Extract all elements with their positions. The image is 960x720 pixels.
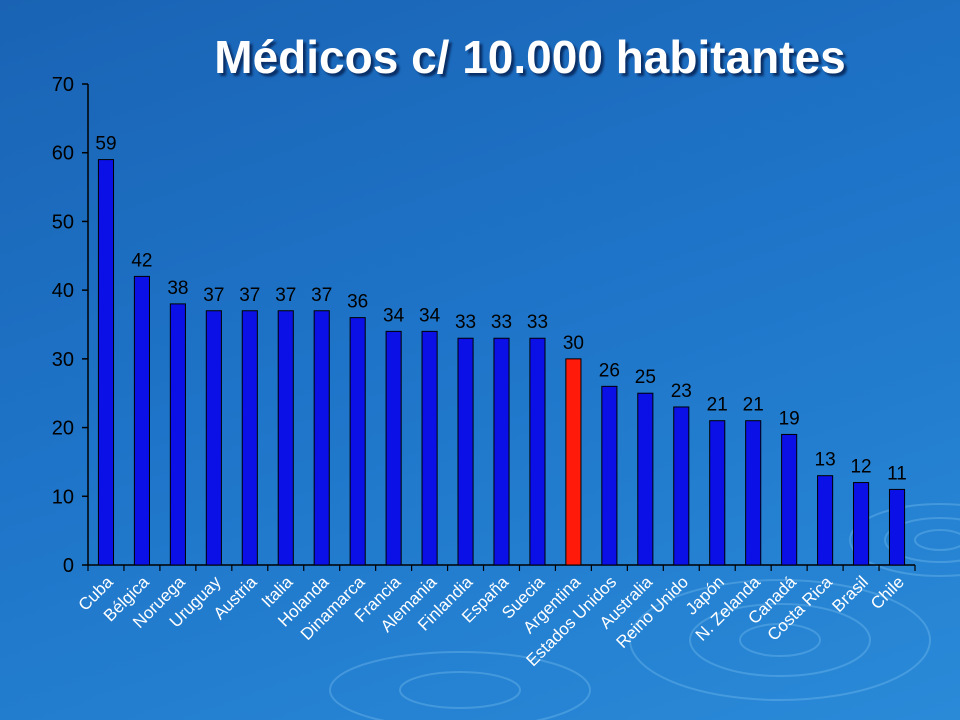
bar <box>888 488 906 566</box>
bar <box>277 310 294 566</box>
data-label: 26 <box>599 360 620 381</box>
data-label: 34 <box>419 305 441 326</box>
bar <box>205 310 222 566</box>
data-label: 36 <box>347 292 368 313</box>
category-label: Brasil <box>828 572 871 615</box>
data-label: 33 <box>527 312 548 333</box>
data-label: 42 <box>131 250 152 271</box>
data-label: 25 <box>635 367 656 388</box>
y-tick-label: 0 <box>63 555 74 577</box>
bar <box>169 303 186 566</box>
bar <box>133 275 150 566</box>
y-tick-label: 40 <box>52 280 74 302</box>
data-label: 21 <box>707 395 728 416</box>
data-label: 37 <box>275 285 296 306</box>
data-label: 23 <box>671 381 692 402</box>
y-tick-label: 30 <box>52 349 74 371</box>
bar <box>241 310 258 566</box>
bar <box>673 406 690 566</box>
bar <box>385 330 402 566</box>
data-label: 33 <box>491 312 512 333</box>
data-label: 37 <box>239 285 260 306</box>
data-label: 11 <box>887 463 907 484</box>
y-tick-label: 60 <box>52 143 74 165</box>
bar <box>493 337 510 566</box>
bar <box>313 310 330 566</box>
bar <box>817 475 834 566</box>
data-label: 19 <box>779 408 800 429</box>
bar <box>529 337 546 566</box>
data-label: 59 <box>95 134 116 155</box>
y-tick-label: 50 <box>52 211 74 233</box>
data-label: 13 <box>815 450 836 471</box>
category-label: Chile <box>867 572 908 613</box>
data-label: 33 <box>455 312 476 333</box>
bar <box>853 482 870 566</box>
data-label: 21 <box>743 395 764 416</box>
bar <box>421 330 438 566</box>
bar <box>745 420 762 566</box>
bar <box>457 337 474 566</box>
data-label: 38 <box>167 278 188 299</box>
y-tick-label: 10 <box>52 486 74 508</box>
bar <box>709 420 726 566</box>
bar <box>349 317 366 566</box>
bar <box>601 385 618 566</box>
slide-title: Médicos c/ 10.000 habitantes <box>214 31 846 83</box>
bar <box>637 392 654 566</box>
y-tick-label: 70 <box>52 74 74 96</box>
data-label: 37 <box>203 285 224 306</box>
y-tick-label: 20 <box>52 418 74 440</box>
data-label: 12 <box>850 457 871 478</box>
data-label: 30 <box>563 333 584 354</box>
bar <box>565 358 582 566</box>
data-label: 34 <box>383 305 405 326</box>
bar <box>97 159 115 566</box>
bar <box>781 433 798 566</box>
data-label: 37 <box>311 285 332 306</box>
